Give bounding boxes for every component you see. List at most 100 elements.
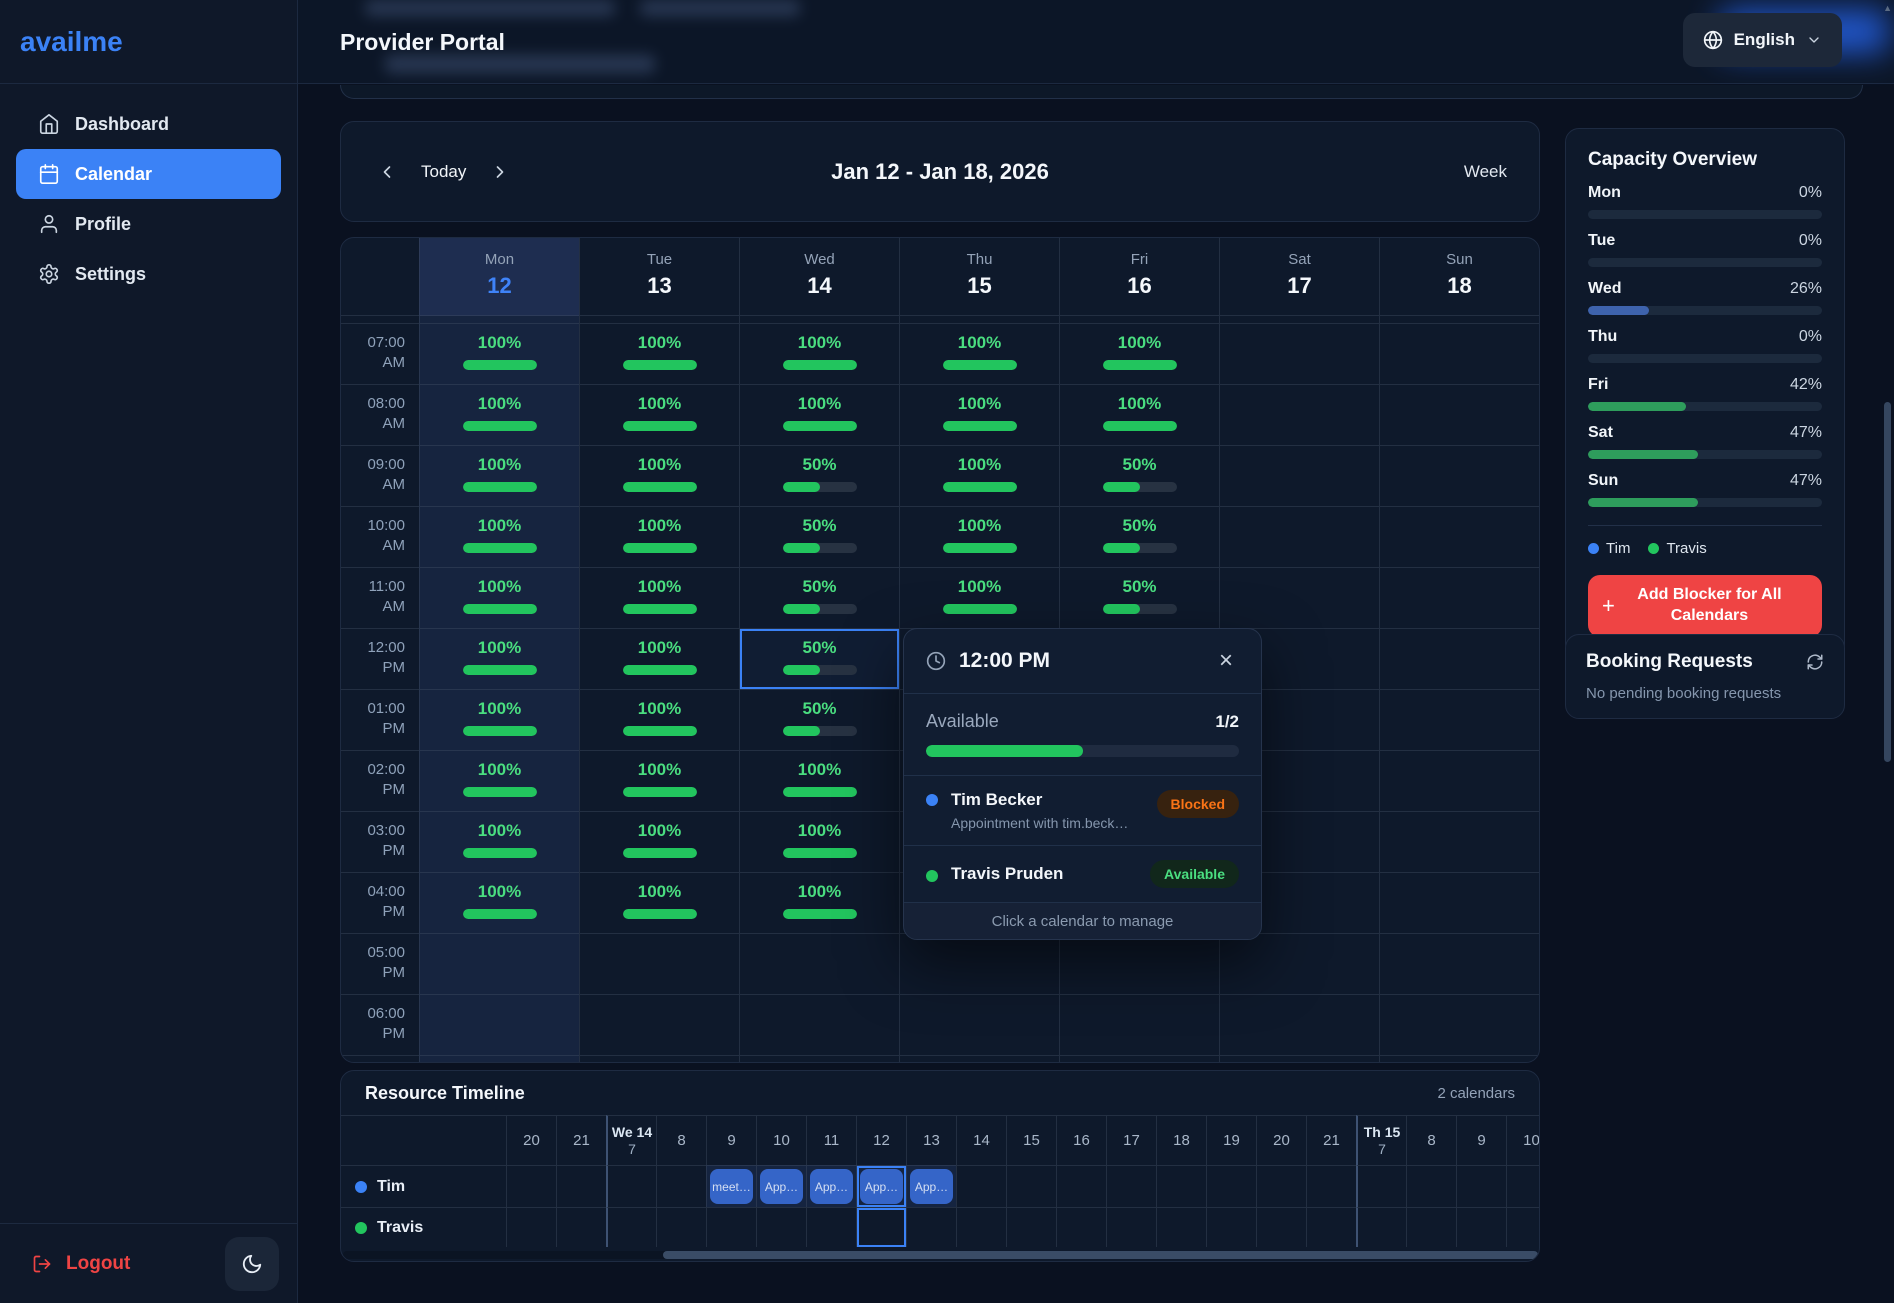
calendar-slot[interactable]: 100% <box>579 812 739 873</box>
calendar-slot[interactable] <box>1059 1056 1219 1062</box>
timeline-cell[interactable] <box>806 1207 856 1247</box>
appointment-chip[interactable]: App… <box>760 1169 803 1204</box>
calendar-slot[interactable]: 100% <box>579 629 739 690</box>
calendar-slot[interactable]: 100% <box>579 507 739 568</box>
calendar-slot[interactable] <box>739 1056 899 1062</box>
calendar-slot[interactable] <box>1379 690 1539 751</box>
calendar-slot[interactable]: 100% <box>899 568 1059 629</box>
calendar-slot[interactable]: 100% <box>419 324 579 385</box>
timeline-cell[interactable] <box>1406 1165 1456 1207</box>
calendar-slot[interactable]: 100% <box>579 690 739 751</box>
today-button[interactable]: Today <box>415 161 472 183</box>
timeline-cell[interactable] <box>606 1165 656 1207</box>
timeline-cell[interactable] <box>1006 1207 1056 1247</box>
timeline-cell[interactable] <box>1306 1207 1356 1247</box>
calendar-slot[interactable] <box>899 934 1059 995</box>
timeline-cell[interactable] <box>756 1207 806 1247</box>
popup-calendar-entry[interactable]: Tim Becker Appointment with tim.beck… Bloc… <box>904 776 1261 846</box>
timeline-cell[interactable] <box>956 1165 1006 1207</box>
calendar-slot[interactable]: 100% <box>419 873 579 934</box>
timeline-cell[interactable] <box>1456 1207 1506 1247</box>
timeline-cell[interactable] <box>556 1207 606 1247</box>
calendar-slot[interactable]: 50% <box>739 629 899 690</box>
calendar-slot[interactable]: 100% <box>739 751 899 812</box>
refresh-icon[interactable] <box>1806 653 1824 671</box>
timeline-cell[interactable] <box>1506 1165 1539 1207</box>
timeline-cell[interactable] <box>1156 1207 1206 1247</box>
calendar-slot[interactable]: 100% <box>419 690 579 751</box>
calendar-slot[interactable]: 100% <box>419 446 579 507</box>
timeline-cell[interactable] <box>1106 1165 1156 1207</box>
timeline-cell[interactable] <box>1206 1207 1256 1247</box>
calendar-slot[interactable]: 100% <box>899 507 1059 568</box>
timeline-scrollbar-thumb[interactable] <box>663 1251 1538 1259</box>
calendar-slot[interactable] <box>1379 446 1539 507</box>
calendar-slot[interactable] <box>1379 995 1539 1056</box>
calendar-slot[interactable]: 100% <box>1059 385 1219 446</box>
calendar-slot[interactable] <box>1379 568 1539 629</box>
calendar-slot[interactable]: 100% <box>579 446 739 507</box>
calendar-slot[interactable] <box>1219 1056 1379 1062</box>
prev-week-button[interactable] <box>373 158 401 186</box>
calendar-slot[interactable] <box>1379 385 1539 446</box>
timeline-cell[interactable] <box>556 1165 606 1207</box>
sidebar-item-settings[interactable]: Settings <box>16 249 281 299</box>
timeline-cell[interactable] <box>656 1207 706 1247</box>
calendar-slot[interactable]: 100% <box>899 385 1059 446</box>
timeline-cell[interactable] <box>1456 1165 1506 1207</box>
calendar-slot[interactable]: 50% <box>739 446 899 507</box>
timeline-cell[interactable] <box>1156 1165 1206 1207</box>
calendar-slot[interactable]: 100% <box>419 568 579 629</box>
calendar-slot[interactable] <box>1059 934 1219 995</box>
timeline-scrollbar-track[interactable] <box>343 1251 1538 1259</box>
calendar-slot[interactable]: 100% <box>739 873 899 934</box>
timeline-cell[interactable] <box>706 1207 756 1247</box>
timeline-cell[interactable] <box>1056 1165 1106 1207</box>
timeline-cell[interactable] <box>1506 1207 1539 1247</box>
calendar-slot[interactable]: 100% <box>579 751 739 812</box>
appointment-chip[interactable]: App… <box>910 1169 953 1204</box>
timeline-cell[interactable] <box>506 1165 556 1207</box>
calendar-slot[interactable] <box>1219 934 1379 995</box>
appointment-chip[interactable]: App… <box>810 1169 853 1204</box>
calendar-slot[interactable] <box>739 934 899 995</box>
calendar-slot[interactable]: 100% <box>419 629 579 690</box>
calendar-slot[interactable] <box>1059 995 1219 1056</box>
calendar-slot[interactable] <box>1219 446 1379 507</box>
calendar-slot[interactable] <box>1379 629 1539 690</box>
calendar-slot[interactable] <box>419 934 579 995</box>
calendar-slot[interactable] <box>1219 568 1379 629</box>
calendar-slot[interactable] <box>739 995 899 1056</box>
timeline-cell[interactable] <box>1056 1207 1106 1247</box>
calendar-slot[interactable]: 100% <box>579 568 739 629</box>
next-week-button[interactable] <box>486 158 514 186</box>
calendar-slot[interactable] <box>1379 1056 1539 1062</box>
calendar-slot[interactable] <box>1219 324 1379 385</box>
calendar-slot[interactable]: 50% <box>1059 446 1219 507</box>
calendar-slot[interactable]: 100% <box>739 385 899 446</box>
calendar-slot[interactable]: 100% <box>419 385 579 446</box>
calendar-slot[interactable] <box>419 995 579 1056</box>
calendar-slot[interactable] <box>1379 934 1539 995</box>
calendar-slot[interactable]: 100% <box>419 507 579 568</box>
calendar-slot[interactable]: 100% <box>739 812 899 873</box>
timeline-cell[interactable] <box>1206 1165 1256 1207</box>
timeline-cell[interactable] <box>1406 1207 1456 1247</box>
calendar-slot[interactable]: 50% <box>1059 507 1219 568</box>
calendar-slot[interactable] <box>1219 385 1379 446</box>
timeline-cell[interactable]: App… <box>806 1165 856 1207</box>
timeline-cell[interactable] <box>1356 1165 1406 1207</box>
calendar-slot[interactable]: 50% <box>739 568 899 629</box>
timeline-cell[interactable] <box>1256 1165 1306 1207</box>
sidebar-item-calendar[interactable]: Calendar <box>16 149 281 199</box>
page-scrollbar-thumb[interactable] <box>1884 402 1891 762</box>
calendar-slot[interactable]: 100% <box>1059 324 1219 385</box>
timeline-cell[interactable] <box>1256 1207 1306 1247</box>
calendar-slot[interactable] <box>899 1056 1059 1062</box>
calendar-slot[interactable]: 50% <box>1059 568 1219 629</box>
calendar-slot[interactable] <box>579 995 739 1056</box>
page-scrollbar[interactable]: ▲ <box>1882 0 1894 1303</box>
close-icon[interactable]: × <box>1213 648 1239 674</box>
calendar-slot[interactable]: 50% <box>739 507 899 568</box>
timeline-cell[interactable] <box>1356 1207 1406 1247</box>
